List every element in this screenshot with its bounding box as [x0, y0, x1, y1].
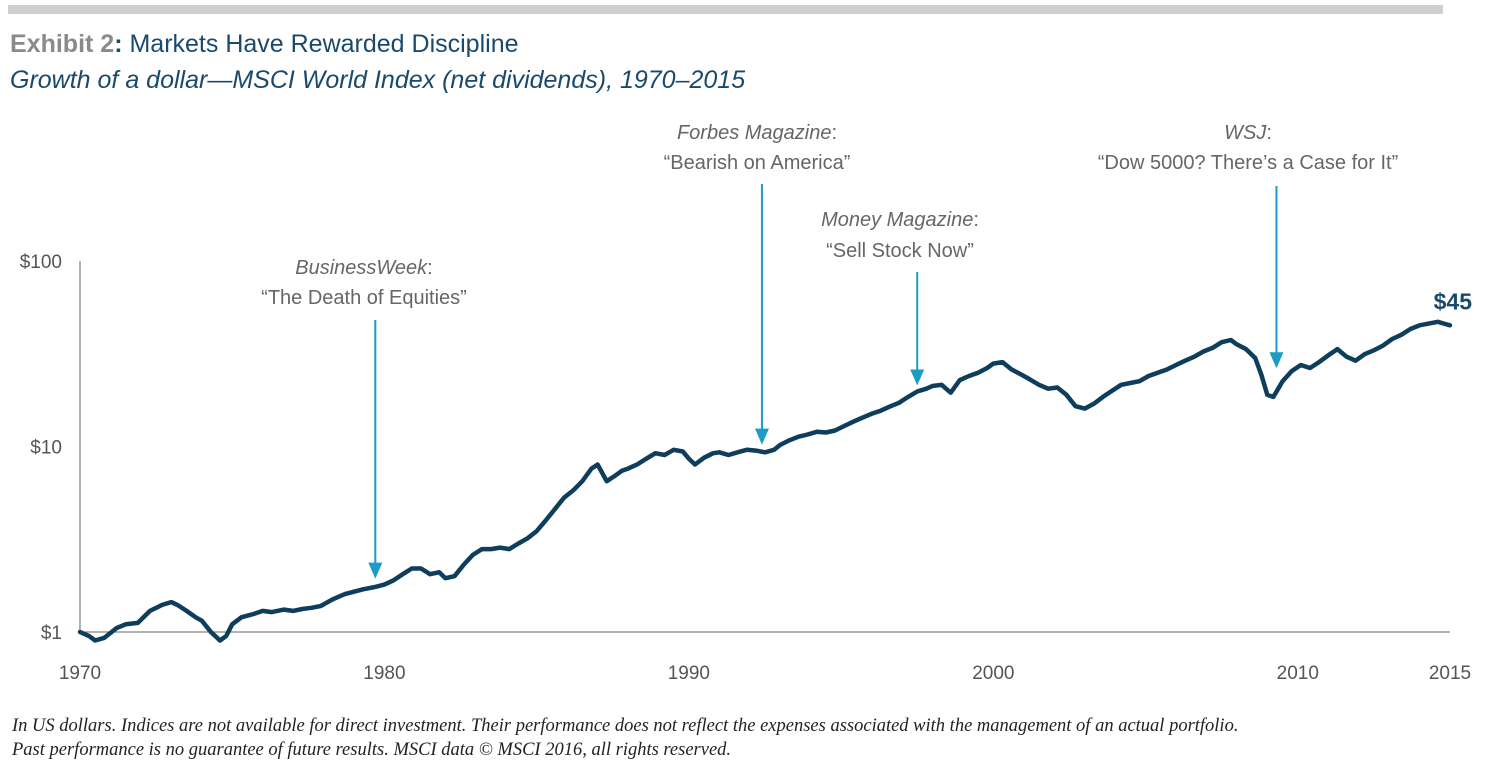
- footnote-line-1: In US dollars. Indices are not available…: [12, 716, 1239, 736]
- annotation-arrow-head: [754, 428, 769, 445]
- exhibit-label: Exhibit 2: [10, 30, 115, 58]
- annotation-headline: “Sell Stock Now”: [826, 240, 974, 262]
- x-tick-label: 2000: [972, 663, 1014, 684]
- x-tick-label: 2015: [1429, 663, 1471, 684]
- annotation-headline: “Bearish on America”: [664, 152, 851, 174]
- x-tick-label: 1990: [668, 663, 710, 684]
- title-text: Markets Have Rewarded Discipline: [129, 30, 519, 58]
- annotation-publication: Money Magazine:: [821, 209, 979, 231]
- x-tick-label: 2010: [1277, 663, 1319, 684]
- y-tick-label: $1: [41, 623, 62, 644]
- chart-series: [77, 319, 1453, 643]
- footnote-line-2: Past performance is no guarantee of futu…: [12, 740, 732, 760]
- annotation-headline: “The Death of Equities”: [261, 287, 467, 309]
- chart-annotations: BusinessWeek: “The Death of Equities” Forb…: [261, 122, 1398, 579]
- exhibit-colon: :: [114, 30, 130, 58]
- annotation-headline: “Dow 5000? There’s a Case for It”: [1098, 152, 1399, 174]
- annotation-arrow-head: [910, 369, 925, 386]
- chart-subtitle: Growth of a dollar—MSCI World Index (net…: [10, 66, 746, 94]
- y-tick-label: $100: [20, 252, 62, 273]
- annotation-publication: BusinessWeek:: [295, 257, 432, 279]
- x-tick-label: 1980: [363, 663, 405, 684]
- annotation-arrow-head: [1269, 352, 1284, 369]
- annotation-publication: WSJ:: [1224, 122, 1272, 144]
- end-value-label: $45: [1434, 288, 1473, 314]
- chart-axes: $1 $10 $100 1970 1980 1990 2000 2010 2015: [20, 252, 1471, 684]
- msci-world-index-line: [77, 319, 1453, 643]
- footnote: In US dollars. Indices are not available…: [12, 714, 1238, 762]
- x-tick-label: 1970: [59, 663, 101, 684]
- exhibit-title: Exhibit 2: Markets Have Rewarded Discipl…: [10, 30, 519, 59]
- annotation-publication: Forbes Magazine:: [677, 122, 837, 144]
- annotation-arrow-head: [368, 562, 383, 579]
- top-rule: [8, 5, 1443, 14]
- chart-labels: $45: [1434, 288, 1473, 314]
- y-tick-label: $10: [30, 438, 62, 459]
